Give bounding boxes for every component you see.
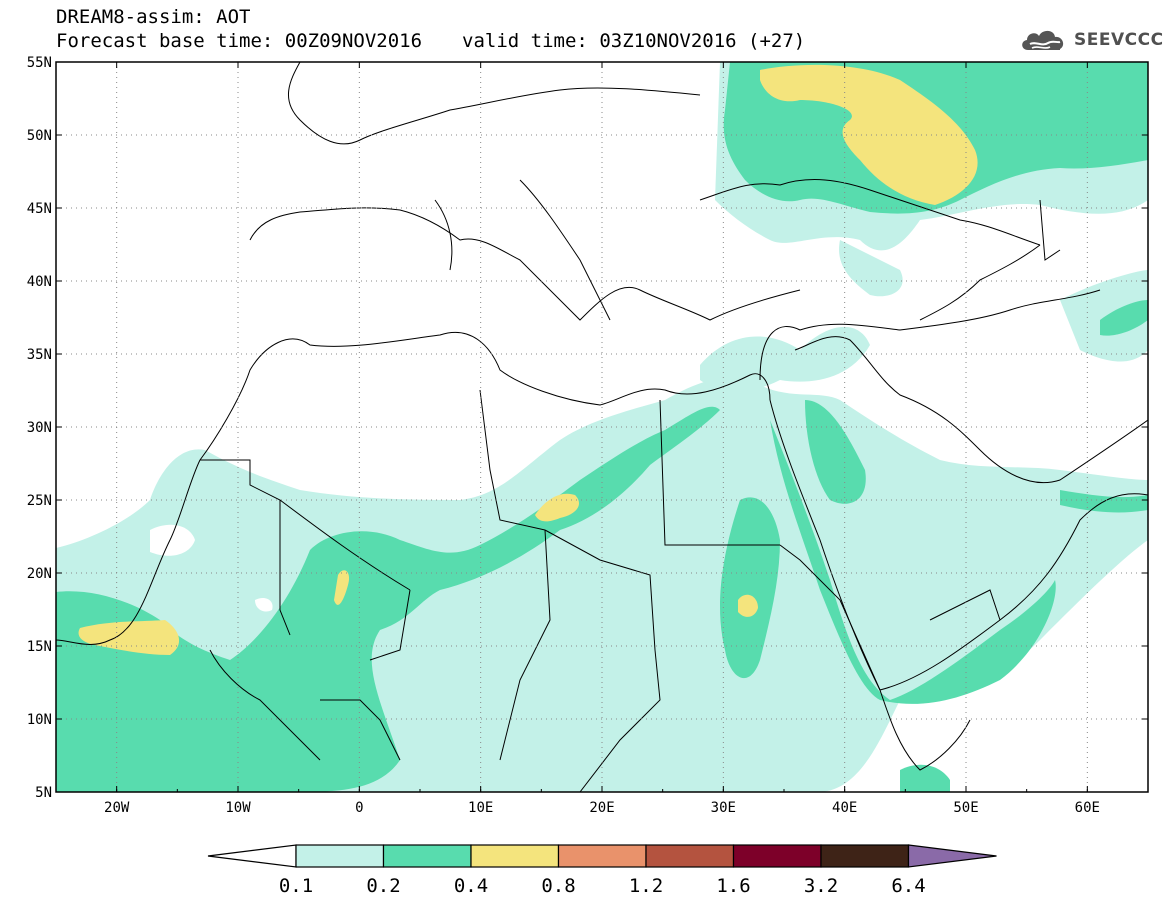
colorbar-label: 0.1 xyxy=(279,875,313,897)
lat-tick-label: 35N xyxy=(27,347,52,363)
valid-time: valid time: 03Z10NOV2016 (+27) xyxy=(462,30,806,52)
colorbar-box xyxy=(732,844,822,868)
seevccc-logo: SEEVCCC xyxy=(1018,25,1164,55)
colorbar-max-arrow xyxy=(907,844,997,868)
lon-tick-label: 50E xyxy=(953,800,978,816)
lat-tick-label: 20N xyxy=(27,566,52,582)
colorbar-box xyxy=(820,844,910,868)
colorbar-box xyxy=(382,844,472,868)
base-time: Forecast base time: 00Z09NOV2016 xyxy=(56,30,423,52)
cloud-icon xyxy=(1022,30,1064,50)
lat-tick-label: 40N xyxy=(27,274,52,290)
map-title: DREAM8-assim: AOT xyxy=(56,6,251,28)
lat-tick-label: 55N xyxy=(27,55,52,71)
colorbar-label: 1.6 xyxy=(716,875,750,897)
lat-tick-label: 25N xyxy=(27,493,52,509)
colorbar-box xyxy=(470,844,560,868)
lon-tick-label: 20E xyxy=(589,800,614,816)
lon-tick-label: 40E xyxy=(832,800,857,816)
lat-tick-label: 15N xyxy=(27,639,52,655)
lat-tick-label: 45N xyxy=(27,201,52,217)
colorbar-label: 1.2 xyxy=(629,875,663,897)
colorbar-box xyxy=(557,844,647,868)
colorbar-min-arrow xyxy=(207,844,297,868)
lon-tick-label: 60E xyxy=(1075,800,1100,816)
colorbar-label: 6.4 xyxy=(891,875,925,897)
lat-tick-label: 50N xyxy=(27,128,52,144)
forecast-time-line: Forecast base time: 00Z09NOV2016 valid ti… xyxy=(56,32,805,51)
colorbar-label: 0.4 xyxy=(454,875,488,897)
colorbar-label: 0.2 xyxy=(366,875,400,897)
lon-tick-label: 10E xyxy=(468,800,493,816)
lon-tick-label: 10W xyxy=(225,800,251,816)
lat-tick-label: 5N xyxy=(35,785,52,801)
lat-tick-label: 10N xyxy=(27,712,52,728)
lon-tick-label: 30E xyxy=(711,800,736,816)
aot-contours xyxy=(56,62,1148,792)
lon-tick-label: 0 xyxy=(355,800,363,816)
logo-text: SEEVCCC xyxy=(1074,30,1164,50)
lat-tick-label: 30N xyxy=(27,420,52,436)
colorbar-box xyxy=(295,844,385,868)
axis-ticks: 5N 10N 15N 20N 25N 30N 35N 40N 45N 50N 55N 20W 10W 0 1… xyxy=(27,55,1149,816)
colorbar-label: 3.2 xyxy=(804,875,838,897)
colorbar-box xyxy=(645,844,735,868)
colorbar-label: 0.8 xyxy=(541,875,575,897)
lon-tick-label: 20W xyxy=(104,800,130,816)
grid-lines xyxy=(56,62,1148,792)
